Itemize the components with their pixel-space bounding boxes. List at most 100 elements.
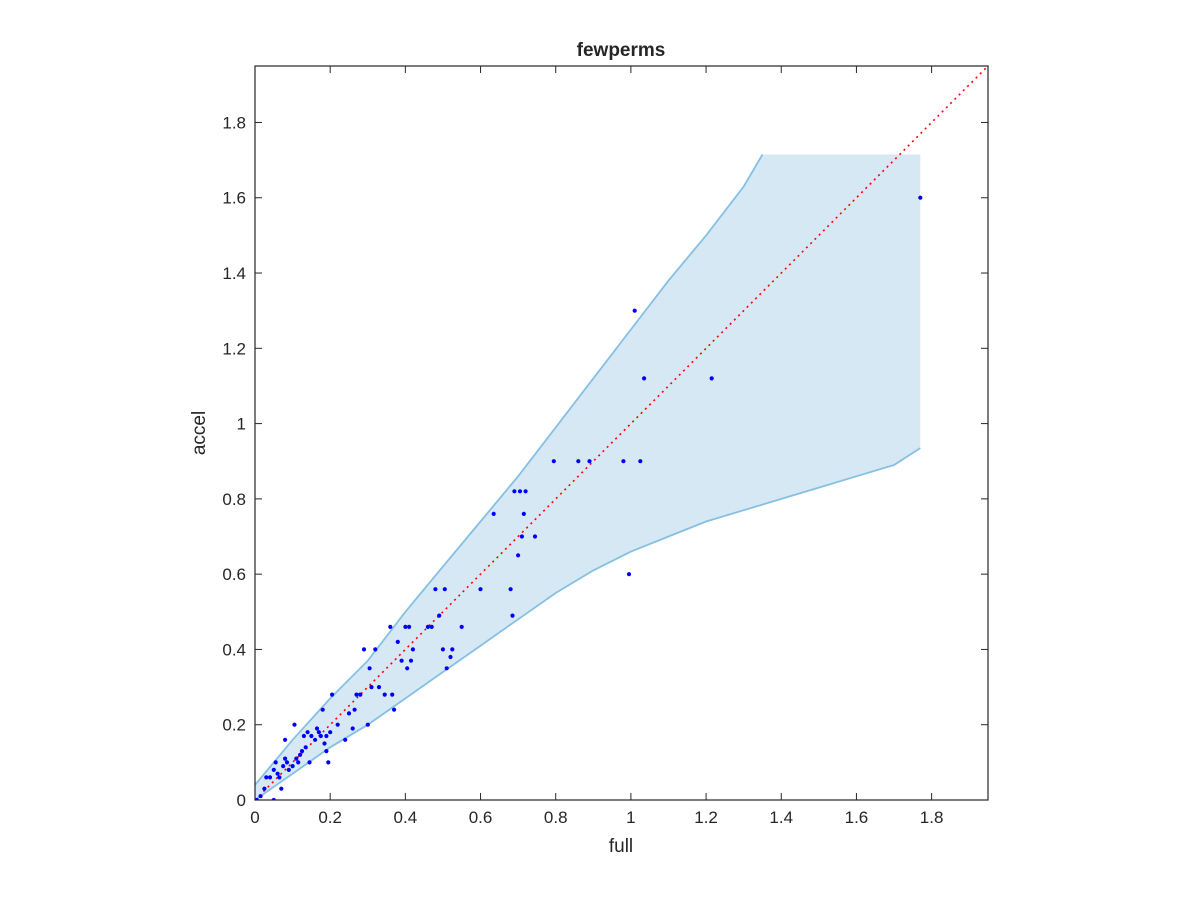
data-point	[365, 722, 370, 727]
data-point	[326, 760, 331, 765]
x-tick-label: 1.4	[769, 808, 793, 827]
x-tick-label: 0.6	[469, 808, 493, 827]
data-point	[320, 707, 325, 712]
x-tick-label: 1.6	[845, 808, 869, 827]
data-point	[403, 624, 408, 630]
data-point	[376, 685, 382, 690]
y-tick-label: 1.4	[222, 264, 246, 283]
data-point	[307, 760, 312, 765]
x-axis-label: full	[609, 836, 633, 857]
data-point	[314, 726, 320, 731]
data-point	[262, 786, 267, 791]
y-tick-label: 1	[237, 415, 246, 434]
data-point	[335, 722, 340, 727]
data-point	[350, 726, 355, 731]
data-point	[382, 692, 387, 697]
data-point	[429, 624, 434, 630]
data-point	[298, 752, 303, 757]
data-point	[292, 722, 297, 727]
data-point	[275, 771, 280, 776]
x-tick-label: 0.4	[394, 808, 418, 827]
data-point	[405, 666, 410, 671]
x-tick-label: 0	[250, 808, 259, 827]
data-point	[437, 613, 442, 618]
data-point	[433, 587, 438, 592]
y-tick-label: 1.6	[222, 189, 246, 208]
data-point	[267, 775, 273, 780]
y-tick-label: 0	[237, 791, 246, 810]
data-point	[277, 775, 282, 780]
data-point	[313, 737, 318, 742]
data-point	[632, 308, 637, 313]
x-tick-label: 0.8	[544, 808, 568, 827]
data-point	[626, 572, 632, 577]
data-point	[491, 511, 496, 516]
y-tick-label: 0.2	[222, 716, 246, 735]
x-tick-label: 1.2	[694, 808, 718, 827]
data-point	[354, 692, 359, 697]
x-tick-label: 1.8	[920, 808, 944, 827]
data-point	[358, 692, 363, 697]
data-point	[322, 741, 327, 746]
data-point	[284, 760, 290, 765]
data-point	[279, 786, 284, 791]
band-lower-edge	[255, 447, 921, 800]
data-point	[346, 711, 352, 716]
data-point	[523, 489, 528, 494]
data-point	[373, 647, 378, 652]
data-point	[442, 587, 447, 592]
data-point	[510, 613, 515, 618]
data-point	[395, 639, 400, 645]
data-point	[516, 553, 521, 558]
data-point	[425, 624, 430, 630]
data-point	[521, 511, 526, 516]
data-point	[448, 654, 453, 660]
data-point	[296, 760, 301, 765]
y-axis-label: accel	[189, 411, 210, 455]
data-point	[328, 730, 333, 735]
data-point	[352, 707, 357, 712]
y-tick-label: 1.2	[222, 339, 246, 358]
data-point	[294, 756, 299, 761]
data-point	[532, 534, 538, 539]
data-point	[440, 647, 445, 652]
data-point	[642, 376, 647, 381]
data-point	[399, 658, 404, 663]
data-point	[450, 647, 455, 652]
data-point	[367, 666, 372, 671]
data-point	[273, 760, 278, 765]
data-point	[264, 775, 269, 780]
confidence-band	[255, 154, 921, 800]
axes-box	[254, 65, 989, 801]
data-point	[551, 459, 556, 464]
data-point	[519, 534, 525, 539]
data-point	[283, 756, 288, 761]
data-point	[318, 733, 323, 739]
y-tick-label: 1.8	[222, 113, 246, 132]
data-point	[258, 794, 263, 799]
data-point	[290, 764, 295, 769]
data-point	[361, 647, 367, 652]
x-tick-label: 1	[626, 808, 635, 827]
data-point	[918, 195, 923, 200]
data-point	[408, 658, 414, 663]
data-point	[576, 459, 581, 464]
data-point	[369, 685, 374, 690]
data-point	[390, 692, 395, 697]
data-point	[392, 707, 397, 712]
data-point	[410, 647, 415, 652]
y-tick-label: 0.4	[222, 640, 246, 659]
data-point	[324, 749, 329, 754]
chart-title: fewperms	[577, 40, 666, 61]
reference-line	[255, 66, 988, 800]
data-point	[316, 730, 321, 735]
x-tick-label: 0.2	[318, 808, 342, 827]
data-point	[444, 666, 449, 671]
data-point	[638, 459, 643, 464]
data-point	[478, 587, 483, 592]
data-point	[517, 489, 523, 494]
data-point	[324, 733, 329, 739]
data-point	[330, 692, 335, 697]
data-point	[299, 749, 305, 754]
